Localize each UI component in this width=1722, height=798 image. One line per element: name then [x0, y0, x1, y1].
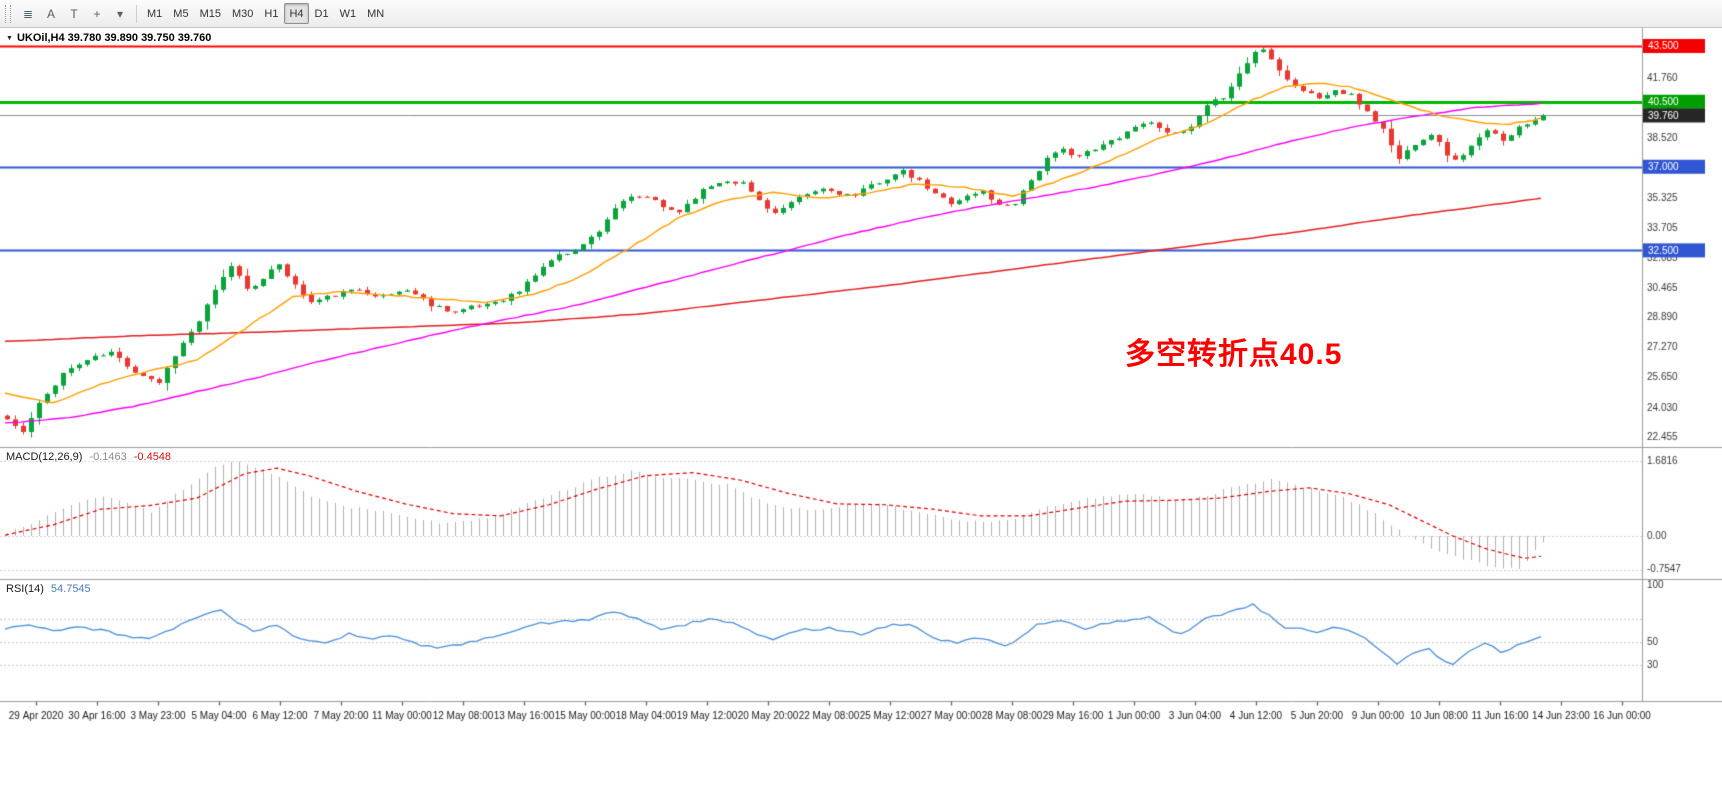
cursor-tool-icon[interactable]: A — [46, 6, 55, 21]
toolbar: ≣ A T + ▾ M1 M5 M15 M30 H1 H4 D1 W1 MN — [0, 0, 1722, 28]
timeframe-group: M1 M5 M15 M30 H1 H4 D1 W1 MN — [142, 3, 389, 24]
rsi-value: 54.7545 — [50, 583, 91, 595]
timeframe-button-m30[interactable]: M30 — [231, 7, 254, 20]
macd-pane-region[interactable] — [0, 447, 1642, 579]
timeframe-button-w1[interactable]: W1 — [339, 7, 357, 20]
timeframe-button-h4[interactable]: H4 — [284, 3, 309, 24]
timeframe-button-d1[interactable]: D1 — [314, 7, 329, 20]
chart-canvas[interactable] — [0, 28, 1722, 798]
toolbar-left-group: ≣ A T + ▾ — [17, 3, 131, 24]
collapse-triangle-icon[interactable]: ▼ — [6, 34, 13, 42]
macd-indicator-label: MACD(12,26,9) -0.1463 -0.4548 — [6, 451, 171, 463]
toolbar-grip-handle[interactable] — [5, 4, 11, 23]
annotation-text[interactable]: 多空转折点40.5 — [1125, 338, 1343, 371]
text-tool-icon[interactable]: T — [70, 6, 78, 21]
timeframe-button-m15[interactable]: M15 — [199, 7, 221, 20]
rsi-indicator-label: RSI(14) 54.7545 — [6, 583, 91, 595]
drawing-tools-dropdown-icon[interactable]: ▾ — [116, 6, 124, 21]
crosshair-tool-icon[interactable]: + — [93, 6, 101, 21]
symbol-ohlc-label: ▼ UKOil,H4 39.780 39.890 39.750 39.760 — [6, 32, 211, 44]
time-axis-region[interactable] — [0, 701, 1722, 798]
price-chart-region[interactable] — [0, 28, 1642, 447]
chart-bars-icon[interactable]: ≣ — [22, 6, 34, 21]
price-axis-region[interactable] — [1642, 28, 1722, 701]
rsi-pane-region[interactable] — [0, 579, 1642, 701]
rsi-name: RSI(14) — [6, 583, 44, 595]
macd-main-value: -0.1463 — [89, 451, 127, 463]
timeframe-button-mn[interactable]: MN — [367, 7, 385, 20]
macd-signal-value: -0.4548 — [133, 451, 172, 463]
toolbar-separator — [136, 4, 137, 23]
timeframe-button-m5[interactable]: M5 — [173, 7, 189, 20]
symbol-ohlc-text: UKOil,H4 39.780 39.890 39.750 39.760 — [16, 32, 212, 44]
timeframe-button-m1[interactable]: M1 — [147, 7, 163, 20]
macd-name: MACD(12,26,9) — [6, 451, 83, 463]
timeframe-button-h1[interactable]: H1 — [264, 7, 279, 20]
